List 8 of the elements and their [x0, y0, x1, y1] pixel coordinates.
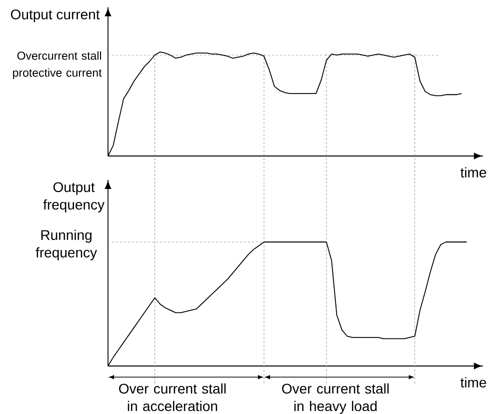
ref-line-label: Overcurrent stall protective current: [13, 51, 102, 80]
x-axis-title: time: [460, 167, 486, 178]
x-axis-title: time: [460, 377, 486, 388]
y-axis-title: Output current: [10, 9, 100, 22]
text: Over current stall in acceleration: [119, 383, 226, 412]
text: Over current stall in heavy load: [282, 383, 389, 414]
ref-line-label: Running frequency: [36, 230, 97, 260]
y-axis-title: Output frequency: [43, 182, 104, 212]
